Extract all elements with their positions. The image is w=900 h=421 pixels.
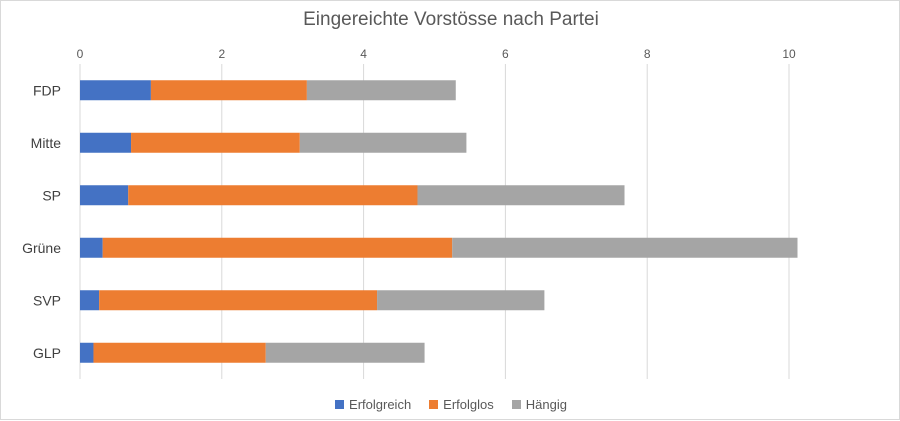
bar-grüne-hängig bbox=[452, 237, 798, 258]
bar-fdp-hängig bbox=[306, 80, 456, 101]
bar-grüne-erfolgreich bbox=[80, 237, 103, 258]
bar-svp-erfolgreich bbox=[80, 290, 100, 311]
bar-glp-erfolglos bbox=[93, 342, 266, 363]
legend-label: Erfolgreich bbox=[349, 397, 412, 412]
legend-item-hängig: Hängig bbox=[511, 397, 567, 412]
legend-item-erfolglos: Erfolglos bbox=[429, 397, 494, 412]
category-label-glp: GLP bbox=[33, 345, 61, 361]
bar-sp-erfolglos bbox=[128, 185, 418, 206]
category-label-fdp: FDP bbox=[33, 82, 61, 98]
bar-svp-erfolglos bbox=[99, 290, 378, 311]
bar-mitte-hängig bbox=[299, 132, 467, 153]
category-label-sp: SP bbox=[42, 187, 61, 203]
chart-legend: Erfolgreich Erfolglos Hängig bbox=[1, 397, 900, 412]
bar-fdp-erfolglos bbox=[150, 80, 307, 101]
legend-swatch bbox=[335, 400, 345, 409]
legend-swatch bbox=[429, 400, 439, 409]
bar-svp-hängig bbox=[377, 290, 545, 311]
legend-label: Erfolglos bbox=[443, 397, 494, 412]
bar-glp-hängig bbox=[265, 342, 425, 363]
x-tick-label-0: 0 bbox=[77, 47, 84, 61]
x-tick-label-10: 10 bbox=[782, 47, 796, 61]
x-tick-label-2: 2 bbox=[218, 47, 225, 61]
bar-grüne-erfolglos bbox=[102, 237, 453, 258]
chart-title: Eingereichte Vorstösse nach Partei bbox=[303, 9, 599, 30]
category-label-grüne: Grüne bbox=[22, 240, 61, 256]
x-tick-label-8: 8 bbox=[644, 47, 651, 61]
category-label-mitte: Mitte bbox=[31, 135, 62, 151]
bar-mitte-erfolglos bbox=[131, 132, 300, 153]
bar-glp-erfolgreich bbox=[80, 342, 94, 363]
bar-fdp-erfolgreich bbox=[80, 80, 151, 101]
category-label-svp: SVP bbox=[33, 292, 61, 308]
x-tick-label-4: 4 bbox=[360, 47, 367, 61]
bar-sp-erfolgreich bbox=[80, 185, 129, 206]
bar-mitte-erfolgreich bbox=[80, 132, 132, 153]
bar-sp-hängig bbox=[417, 185, 625, 206]
legend-swatch bbox=[511, 400, 521, 409]
legend-label: Hängig bbox=[525, 397, 567, 412]
x-tick-label-6: 6 bbox=[502, 47, 509, 61]
legend-item-erfolgreich: Erfolgreich bbox=[335, 397, 411, 412]
